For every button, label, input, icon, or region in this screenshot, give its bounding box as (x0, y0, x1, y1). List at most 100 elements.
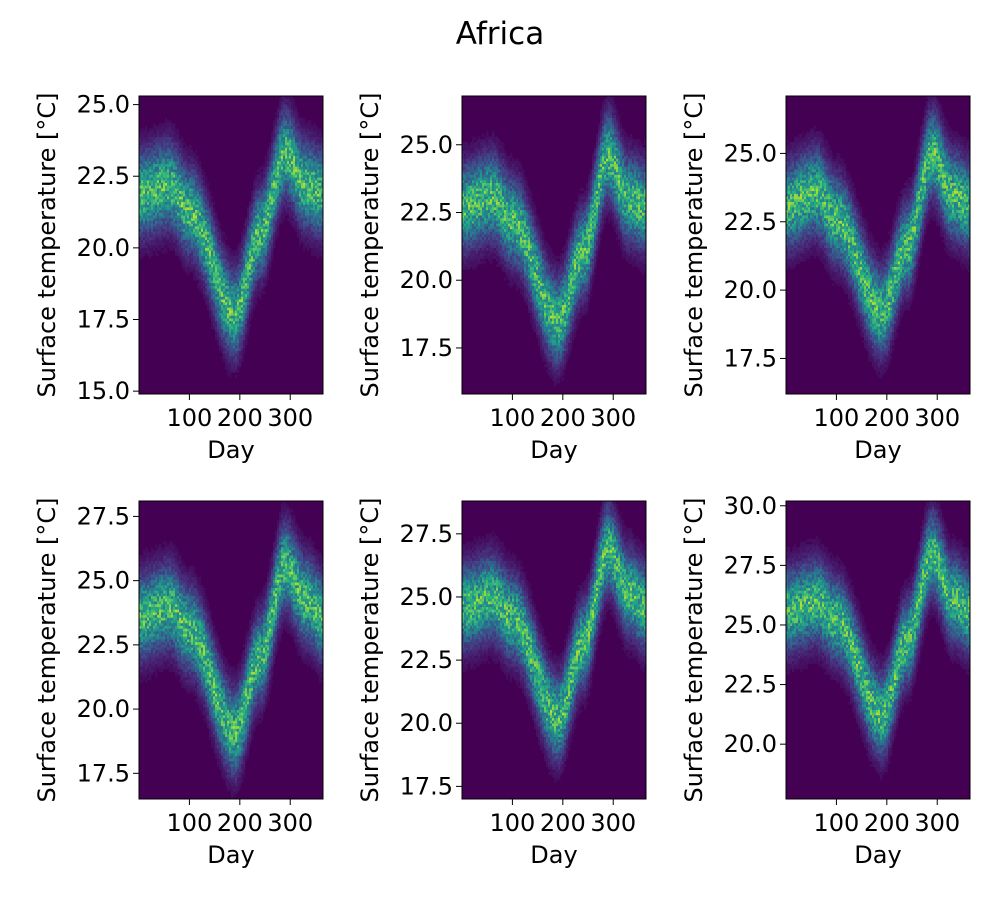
heatmap-cell (293, 147, 295, 150)
heatmap-cell (259, 175, 261, 178)
heatmap-cell (466, 261, 468, 264)
heatmap-cell (159, 139, 161, 142)
heatmap-cell (209, 248, 211, 251)
heatmap-cell (207, 223, 209, 226)
heatmap-cell (197, 229, 199, 232)
heatmap-cell (291, 118, 293, 121)
heatmap-cell (147, 185, 149, 188)
heatmap-cell (147, 221, 149, 224)
heatmap-cell (189, 250, 191, 253)
heatmap-cell (165, 129, 167, 132)
heatmap-cell (488, 194, 490, 197)
heatmap-cell (177, 158, 179, 161)
heatmap-cell (299, 226, 301, 229)
heatmap-cell (468, 164, 470, 167)
heatmap-cell (311, 150, 313, 153)
heatmap-cell (183, 183, 185, 186)
heatmap-cell (307, 215, 309, 218)
heatmap-cell (235, 264, 237, 267)
heatmap-cell (141, 242, 143, 245)
heatmap-cell (171, 177, 173, 180)
heatmap-cell (199, 275, 201, 278)
heatmap-cell (255, 299, 257, 302)
heatmap-cell (281, 156, 283, 159)
heatmap-cell (227, 337, 229, 340)
heatmap-cell (195, 188, 197, 191)
heatmap-cell (249, 202, 251, 205)
heatmap-cell (141, 194, 143, 197)
heatmap-cell (289, 183, 291, 186)
heatmap-cell (141, 158, 143, 161)
heatmap-cell (317, 161, 319, 164)
heatmap-cell (229, 337, 231, 340)
heatmap-cell (251, 237, 253, 240)
heatmap-cell (273, 199, 275, 202)
heatmap-cell (185, 207, 187, 210)
heatmap-cell (231, 256, 233, 259)
heatmap-cell (141, 183, 143, 186)
heatmap-cell (476, 166, 478, 169)
heatmap-cell (249, 261, 251, 264)
heatmap-cell (195, 166, 197, 169)
heatmap-cell (283, 126, 285, 129)
heatmap-cell (261, 166, 263, 169)
heatmap-cell (189, 223, 191, 226)
heatmap-cell (295, 110, 297, 113)
heatmap-cell (309, 150, 311, 153)
heatmap-cell (265, 183, 267, 186)
heatmap-cell (305, 134, 307, 137)
heatmap-cell (317, 150, 319, 153)
heatmap-cell (305, 234, 307, 237)
heatmap-cell (177, 215, 179, 218)
heatmap-cell (181, 185, 183, 188)
heatmap-cell (141, 145, 143, 148)
heatmap-cell (291, 183, 293, 186)
heatmap-cell (151, 250, 153, 253)
heatmap-cell (253, 185, 255, 188)
heatmap-cell (209, 259, 211, 262)
heatmap-cell (307, 177, 309, 180)
heatmap-cell (317, 231, 319, 234)
heatmap-cell (175, 137, 177, 140)
heatmap-cell (159, 218, 161, 221)
heatmap-cell (255, 250, 257, 253)
heatmap-cell (145, 158, 147, 161)
heatmap-cell (173, 147, 175, 150)
heatmap-cell (488, 250, 490, 253)
heatmap-cell (291, 131, 293, 134)
heatmap-cell (225, 356, 227, 359)
heatmap-cell (301, 142, 303, 145)
heatmap-cell (203, 288, 205, 291)
heatmap-cell (277, 188, 279, 191)
heatmap-cell (217, 240, 219, 243)
heatmap-cell (488, 169, 490, 172)
heatmap-cell (157, 137, 159, 140)
heatmap-cell (219, 242, 221, 245)
heatmap-cell (235, 275, 237, 278)
heatmap-cell (299, 150, 301, 153)
heatmap-cell (233, 269, 235, 272)
heatmap-cell (219, 250, 221, 253)
heatmap-cell (201, 175, 203, 178)
heatmap-cell (199, 286, 201, 289)
heatmap-cell (470, 175, 472, 178)
heatmap-cell (197, 210, 199, 213)
heatmap-cell (267, 240, 269, 243)
heatmap-cell (299, 231, 301, 234)
heatmap-cell (295, 175, 297, 178)
heatmap-cell (285, 150, 287, 153)
heatmap-cell (261, 180, 263, 183)
heatmap-cell (261, 199, 263, 202)
heatmap-cell (237, 356, 239, 359)
heatmap-cell (299, 237, 301, 240)
heatmap-cell (277, 183, 279, 186)
heatmap-cell (315, 202, 317, 205)
heatmap-cell (159, 191, 161, 194)
heatmap-cell (181, 245, 183, 248)
heatmap-cell (147, 234, 149, 237)
heatmap-cell (251, 207, 253, 210)
heatmap-cell (307, 180, 309, 183)
heatmap-cell (253, 302, 255, 305)
heatmap-cell (269, 183, 271, 186)
heatmap-cell (484, 139, 486, 142)
